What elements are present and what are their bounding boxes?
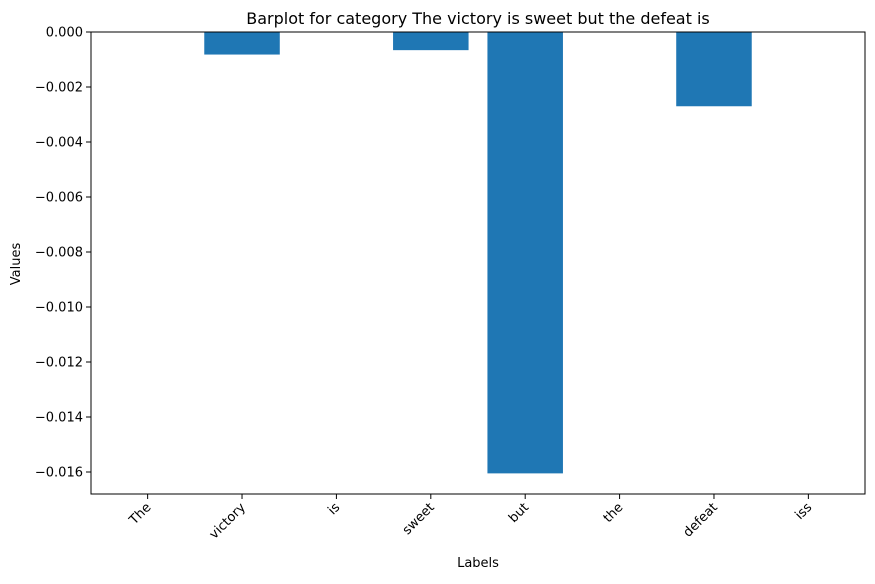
x-tick-label: is: [325, 500, 343, 518]
bar-victory: [204, 32, 280, 55]
bars-group: [204, 32, 752, 474]
x-tick-label: victory: [207, 500, 249, 542]
x-tick-label: defeat: [681, 500, 721, 540]
bar-defeat: [676, 32, 752, 107]
x-axis-label: Labels: [457, 556, 499, 571]
chart-title: Barplot for category The victory is swee…: [246, 9, 710, 28]
x-tick-label: sweet: [400, 500, 438, 538]
x-tick-label: but: [506, 500, 532, 526]
x-tick-label: the: [601, 500, 627, 526]
y-tick-label: −0.010: [35, 301, 83, 316]
y-tick-label: −0.014: [35, 411, 83, 426]
y-tick-label: −0.012: [35, 356, 83, 371]
bar-but: [487, 32, 563, 474]
y-tick-label: −0.008: [35, 246, 83, 261]
bar-sweet: [393, 32, 469, 51]
y-axis-label: Values: [9, 243, 24, 286]
y-tick-label: −0.002: [35, 81, 83, 96]
x-axis: The victory is sweet but the defeat iss: [126, 494, 815, 542]
y-tick-label: −0.006: [35, 191, 83, 206]
y-tick-label: −0.016: [35, 466, 83, 481]
x-tick-label: iss: [792, 500, 815, 523]
x-tick-label: The: [126, 500, 154, 528]
plot-frame: [90, 31, 866, 495]
y-tick-label: −0.004: [35, 136, 83, 151]
y-tick-label: 0.000: [46, 26, 83, 41]
y-axis: 0.000 −0.002 −0.004 −0.006 −0.008 −0.010 −0.01…: [35, 26, 91, 481]
